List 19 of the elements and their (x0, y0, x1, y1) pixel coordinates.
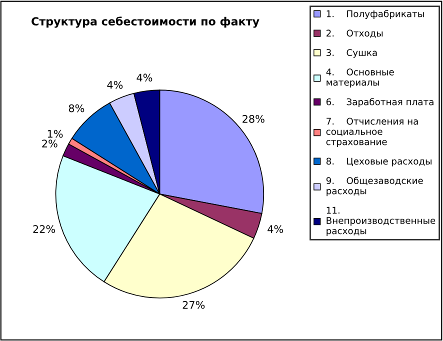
data-label: 4% (268, 225, 284, 234)
data-label: 27% (182, 300, 205, 309)
data-label: 22% (33, 225, 56, 234)
legend-label: 1. Полуфабрикаты (326, 10, 424, 19)
data-label: 8% (68, 104, 84, 112)
legend-label: 2. Отходы (326, 30, 383, 38)
legend-label: 3. Сушка (326, 49, 377, 58)
data-label: 4% (107, 80, 123, 89)
legend-label: 11. Внепроизводственные расходы (326, 206, 436, 236)
legend-label: 8. Цеховые расходы (326, 158, 432, 166)
legend-label: 7. Отчисления на социальное страхование (326, 118, 418, 147)
data-label: 28% (242, 114, 264, 123)
legend-label: 6. Заработная плата (326, 98, 434, 108)
data-label: 1% (48, 130, 63, 138)
text: Структура себестоимости по факту (32, 16, 260, 28)
data-label: 2% (42, 140, 58, 148)
legend-label: 9. Общезаводские расходы (326, 176, 423, 196)
data-label: 4% (136, 74, 152, 82)
legend-label: 4. Основные материалы (326, 68, 394, 88)
